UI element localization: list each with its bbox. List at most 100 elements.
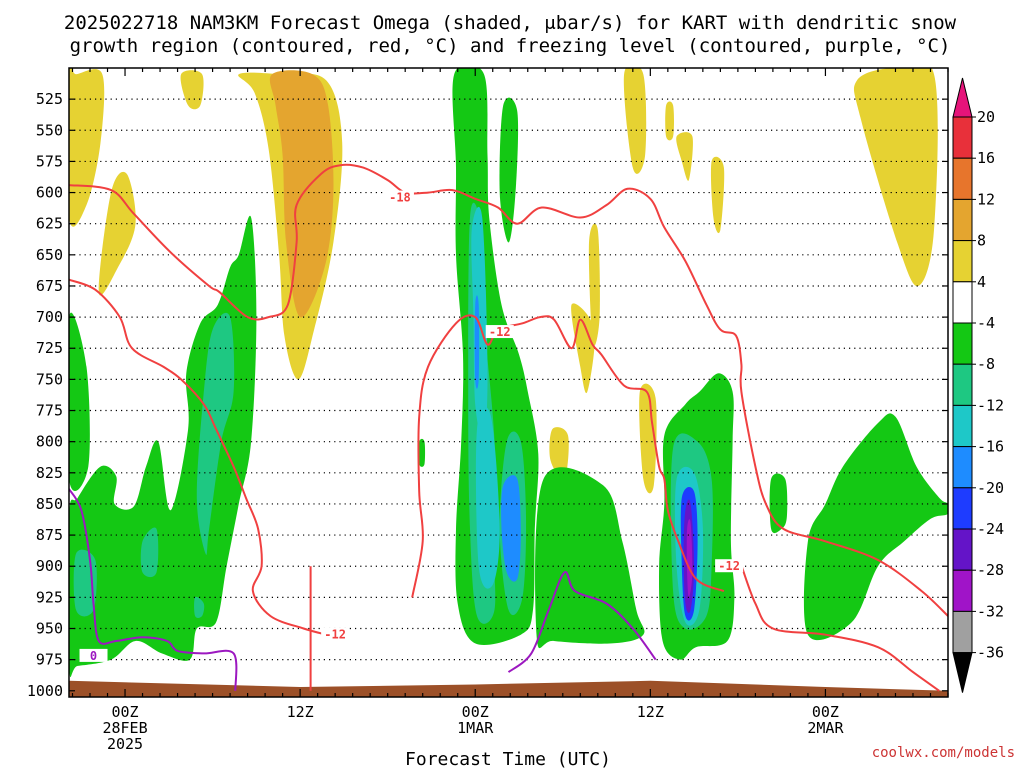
y-tick-label: 850 <box>36 495 63 513</box>
chart-title-line-2: growth region (contoured, red, °C) and f… <box>70 35 951 57</box>
omega-region <box>98 171 136 296</box>
colorbar-bin <box>952 281 973 324</box>
grid-lines <box>69 98 948 661</box>
omega-region <box>140 527 159 578</box>
x-tick-label: 2MAR <box>807 719 844 737</box>
contour-line <box>507 571 657 673</box>
colorbar-bin <box>952 528 973 571</box>
colorbar-label: 16 <box>977 149 995 167</box>
omega-region <box>418 438 426 467</box>
x-tick-label: 2025 <box>107 735 143 753</box>
y-tick-label: 775 <box>36 402 63 420</box>
y-tick-label: 900 <box>36 557 63 575</box>
colorbar-label: -4 <box>977 314 995 332</box>
contour-label: -12 <box>718 559 740 573</box>
colorbar-bottom-arrow <box>952 652 973 693</box>
chart-title-line-1: 2025022718 NAM3KM Forecast Omega (shaded… <box>64 12 957 34</box>
ground-surface <box>69 680 948 697</box>
y-tick-label: 700 <box>36 308 63 326</box>
y-tick-label: 925 <box>36 588 63 606</box>
colorbar-bin <box>952 404 973 448</box>
y-tick-label: 875 <box>36 526 63 544</box>
omega-region <box>196 312 235 556</box>
contours: -18 -12 -12 -12 0 <box>69 163 948 692</box>
x-tick-label: 28FEB <box>102 719 147 737</box>
colorbar-label: 12 <box>977 190 995 208</box>
y-tick-label: 975 <box>36 651 63 669</box>
contour-label-bg <box>715 559 744 573</box>
contour-label-bg <box>321 627 350 641</box>
omega-region <box>588 223 600 347</box>
contour-label-bg <box>485 325 514 339</box>
colorbar-label: -24 <box>977 520 1004 538</box>
colorbar-label: -28 <box>977 561 1004 579</box>
colorbar-bin <box>952 487 973 530</box>
x-axis-label: Forecast Time (UTC) <box>405 749 611 768</box>
omega-region <box>69 312 90 492</box>
y-tick-label: 675 <box>36 277 63 295</box>
y-tick-label: 825 <box>36 464 63 482</box>
x-tick-label: 00Z <box>812 703 839 721</box>
omega-region <box>180 70 204 110</box>
y-tick-label: 650 <box>36 246 63 264</box>
y-tick-label: 725 <box>36 339 63 357</box>
colorbar-label: -16 <box>977 438 1004 456</box>
omega-region <box>475 406 500 589</box>
colorbar-bin <box>952 116 973 159</box>
colorbar-bin <box>952 322 973 365</box>
y-tick-label: 625 <box>36 215 63 233</box>
contour-line <box>69 163 948 617</box>
ground-fill <box>69 680 948 697</box>
colorbar-label: 8 <box>977 232 986 250</box>
omega-region <box>710 156 725 234</box>
contour-line <box>738 559 940 692</box>
colorbar-label: 20 <box>977 108 995 126</box>
omega-region <box>853 68 938 287</box>
contour-line <box>411 314 725 598</box>
plot-frame <box>68 67 949 698</box>
omega-region <box>499 97 519 243</box>
contour-label: -12 <box>489 325 511 339</box>
x-tick-label: 00Z <box>111 703 138 721</box>
y-tick-label: 800 <box>36 433 63 451</box>
omega-region <box>665 101 674 141</box>
y-axis: 525 550 575 600 625 650 675 700 725 750 775 800 825 8… <box>27 90 948 700</box>
y-tick-label: 950 <box>36 619 63 637</box>
contour-label-bg <box>79 648 108 662</box>
x-tick-label: 00Z <box>462 703 489 721</box>
colorbar-bin <box>952 446 973 489</box>
omega-region <box>549 427 569 480</box>
omega-region <box>623 68 647 174</box>
y-tick-label: 575 <box>36 152 63 170</box>
colorbar-label: -36 <box>977 644 1004 662</box>
colorbar-label: -20 <box>977 479 1004 497</box>
contour-label: 0 <box>90 649 97 663</box>
omega-region <box>535 467 645 649</box>
colorbar-label: 4 <box>977 273 986 291</box>
omega-region <box>69 215 257 678</box>
y-tick-label: 750 <box>36 370 63 388</box>
colorbar-bin <box>952 363 973 406</box>
colorbar-label: -8 <box>977 355 995 373</box>
contour-label-bg <box>385 190 414 204</box>
omega-shading <box>69 68 948 678</box>
omega-region <box>474 295 480 389</box>
omega-region <box>676 132 693 181</box>
colorbar-bin <box>952 569 973 612</box>
omega-region <box>686 519 693 598</box>
omega-region <box>803 413 948 641</box>
colorbar-label: -32 <box>977 602 1004 620</box>
x-tick-label: 12Z <box>287 703 314 721</box>
omega-region <box>501 475 521 582</box>
y-tick-label: 525 <box>36 90 63 108</box>
y-tick-label: 600 <box>36 184 63 202</box>
y-tick-label: 1000 <box>27 682 63 700</box>
contour-label: -18 <box>389 191 411 205</box>
colorbar-bin <box>952 157 973 200</box>
colorbar-bin <box>952 610 973 654</box>
colorbar-top-arrow <box>952 77 973 118</box>
omega-region <box>194 596 205 619</box>
colorbar-bin <box>952 240 973 283</box>
